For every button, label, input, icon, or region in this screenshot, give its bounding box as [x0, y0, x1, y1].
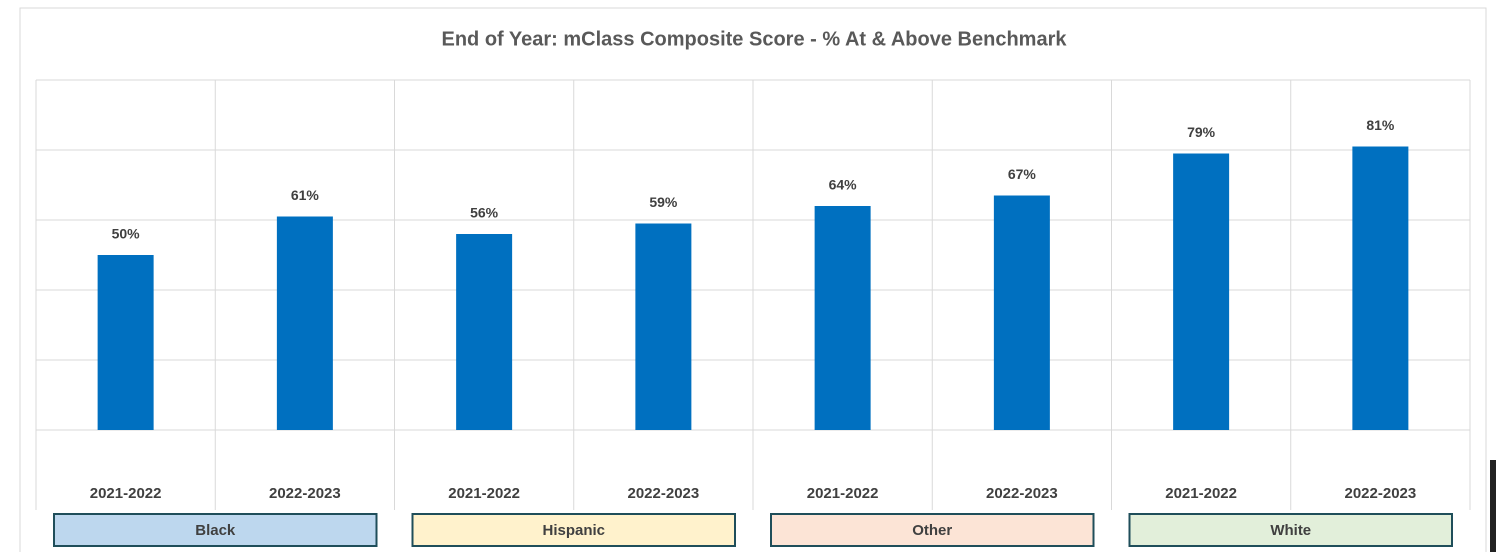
data-label: 50% — [112, 226, 141, 242]
group-box — [53, 513, 378, 547]
group-box — [770, 513, 1095, 547]
edge-bar — [1490, 460, 1496, 552]
x-tick-label: 2022-2023 — [628, 485, 700, 502]
group-box — [411, 513, 736, 547]
bar — [1352, 146, 1409, 430]
data-label: 64% — [829, 177, 858, 193]
group-box — [1128, 513, 1453, 547]
bar — [276, 216, 333, 430]
x-tick-label: 2021-2022 — [1165, 485, 1237, 502]
bar — [814, 206, 871, 430]
data-label: 56% — [470, 205, 499, 221]
x-tick-label: 2021-2022 — [448, 485, 520, 502]
x-tick-label: 2022-2023 — [1345, 485, 1417, 502]
x-tick-label: 2021-2022 — [90, 485, 162, 502]
data-label: 61% — [291, 187, 320, 203]
data-label: 67% — [1008, 166, 1037, 182]
bar — [97, 255, 154, 430]
bar — [635, 223, 692, 430]
group-label: Other — [912, 522, 952, 539]
data-label: 59% — [649, 194, 678, 210]
bar — [993, 195, 1050, 430]
x-tick-label: 2022-2023 — [986, 485, 1058, 502]
x-tick-label: 2022-2023 — [269, 485, 341, 502]
group-label: White — [1270, 522, 1311, 539]
bar — [456, 234, 513, 430]
data-label: 81% — [1366, 117, 1395, 133]
chart-title: End of Year: mClass Composite Score - % … — [442, 28, 1068, 50]
bar — [1173, 153, 1230, 430]
data-label: 79% — [1187, 124, 1216, 140]
x-tick-label: 2021-2022 — [807, 485, 879, 502]
group-label: Black — [195, 522, 236, 539]
group-label: Hispanic — [542, 522, 605, 539]
